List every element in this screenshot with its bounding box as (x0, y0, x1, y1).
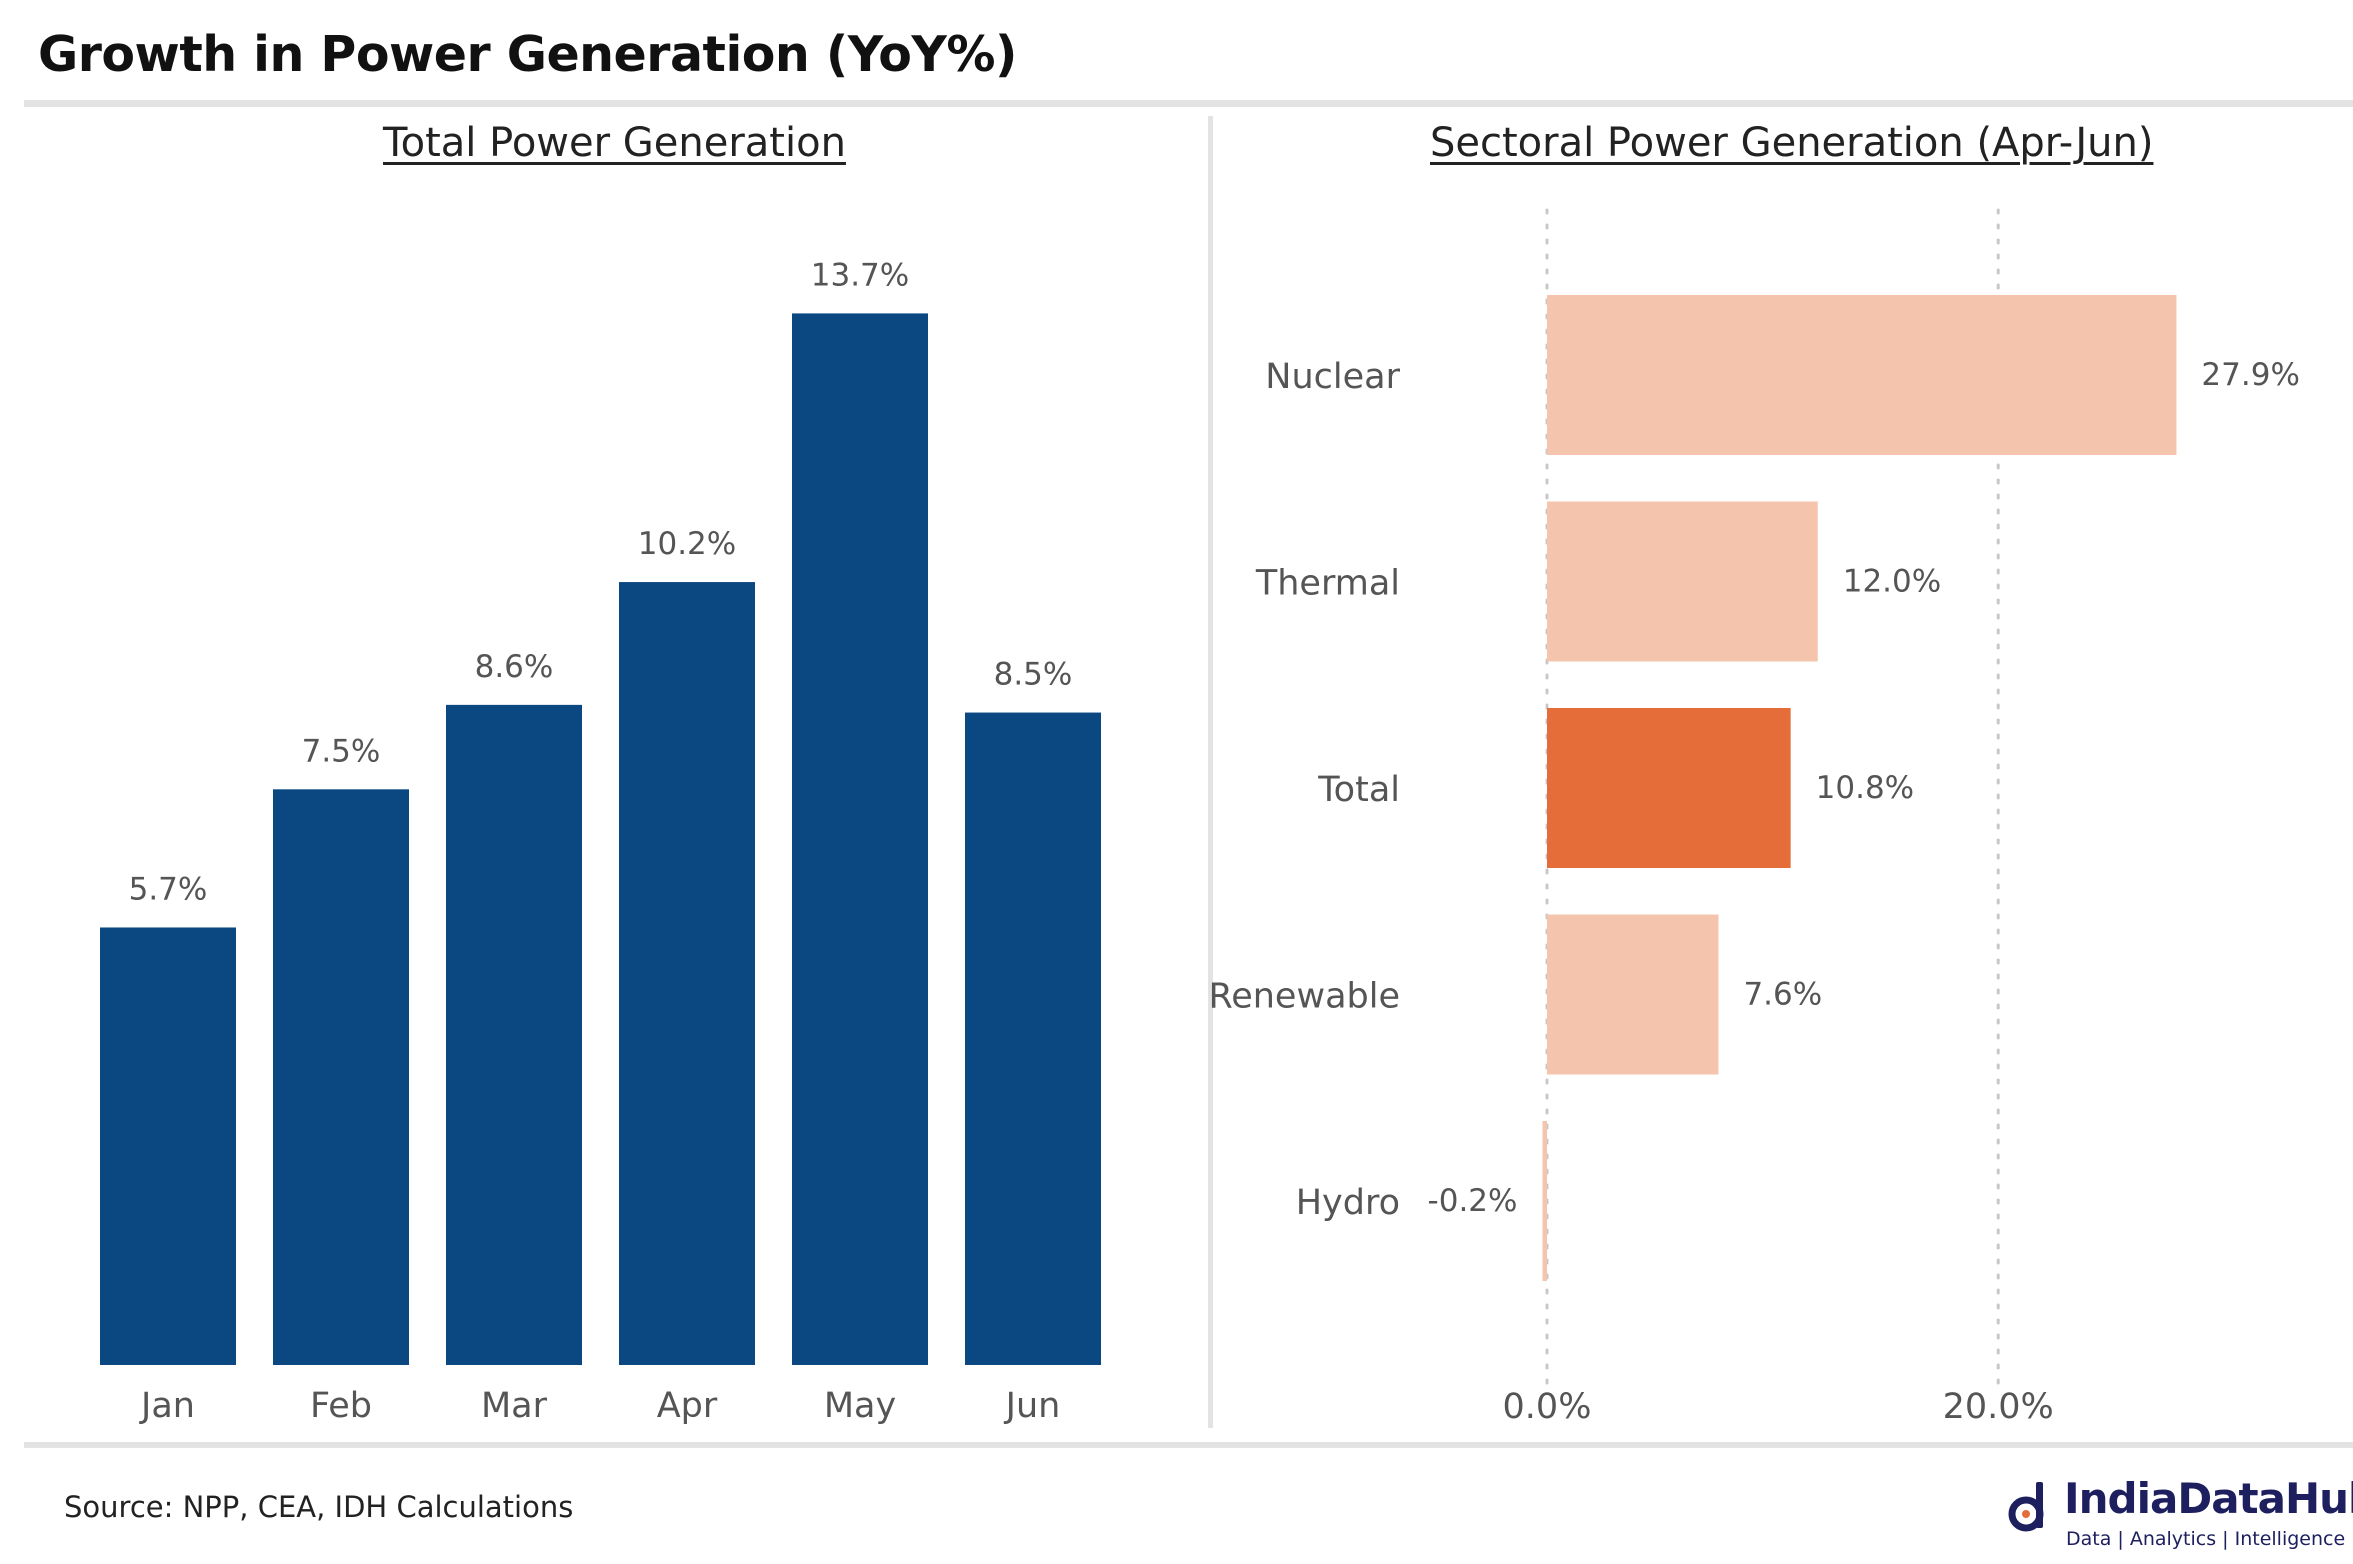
logo-icon (2008, 1482, 2044, 1532)
data-label-nuclear: 27.9% (2201, 357, 2299, 393)
logo-name: IndiaDataHub (2064, 1474, 2353, 1523)
top-divider (24, 100, 2353, 107)
data-label-apr: 10.2% (638, 526, 736, 562)
panel-divider (1208, 116, 1213, 1428)
source-note: Source: NPP, CEA, IDH Calculations (64, 1490, 574, 1524)
data-label-jan: 5.7% (129, 871, 208, 907)
bottom-divider (24, 1442, 2353, 1448)
logo-tagline: Data | Analytics | Intelligence (2066, 1528, 2346, 1550)
bar-feb (273, 789, 409, 1365)
data-label-feb: 7.5% (302, 733, 381, 769)
bar-jun (965, 712, 1101, 1365)
x-tick-feb: Feb (310, 1386, 372, 1426)
x-tick-apr: Apr (657, 1386, 718, 1426)
bar-thermal (1547, 501, 1818, 662)
data-label-may: 13.7% (811, 257, 909, 293)
data-label-total: 10.8% (1816, 770, 1914, 806)
y-tick-nuclear: Nuclear (1265, 357, 1400, 397)
bar-mar (446, 704, 582, 1365)
bar-jan (100, 927, 236, 1365)
y-tick-total: Total (1317, 770, 1400, 810)
x-tick-0: 0.0% (1503, 1387, 1592, 1427)
sectoral-generation-chart: 0.0% 20.0% 27.9% Nuclear 12.0% Thermal 10.8% To… (1208, 208, 2300, 1427)
x-tick-jun: Jun (1004, 1386, 1061, 1426)
bar-hydro (1542, 1121, 1547, 1281)
y-tick-renewable: Renewable (1208, 977, 1400, 1017)
right-chart-title: Sectoral Power Generation (Apr-Jun) (1430, 120, 2154, 166)
bar-apr (619, 582, 755, 1365)
x-tick-1: 20.0% (1943, 1387, 2054, 1427)
x-tick-may: May (824, 1386, 896, 1426)
bar-may (792, 313, 928, 1366)
data-label-mar: 8.6% (475, 649, 554, 685)
total-generation-chart: 5.7% Jan 7.5% Feb 8.6% Mar 10.2% Apr 13.7% May 8.5… (100, 257, 1101, 1426)
y-tick-hydro: Hydro (1296, 1183, 1400, 1223)
y-tick-thermal: Thermal (1255, 564, 1400, 604)
data-label-hydro: -0.2% (1428, 1183, 1518, 1219)
data-label-renewable: 7.6% (1743, 977, 1822, 1013)
page-title: Growth in Power Generation (YoY%) (38, 26, 1017, 83)
bar-total (1547, 708, 1791, 868)
indiadatahub-logo: IndiaDataHub Data | Analytics | Intellig… (2006, 1474, 2353, 1560)
data-label-thermal: 12.0% (1843, 564, 1941, 600)
data-label-jun: 8.5% (994, 657, 1073, 693)
bar-nuclear (1547, 295, 2177, 455)
x-tick-mar: Mar (481, 1386, 548, 1426)
bar-renewable (1547, 914, 1719, 1075)
left-chart-title: Total Power Generation (383, 120, 846, 166)
x-tick-jan: Jan (139, 1386, 195, 1426)
